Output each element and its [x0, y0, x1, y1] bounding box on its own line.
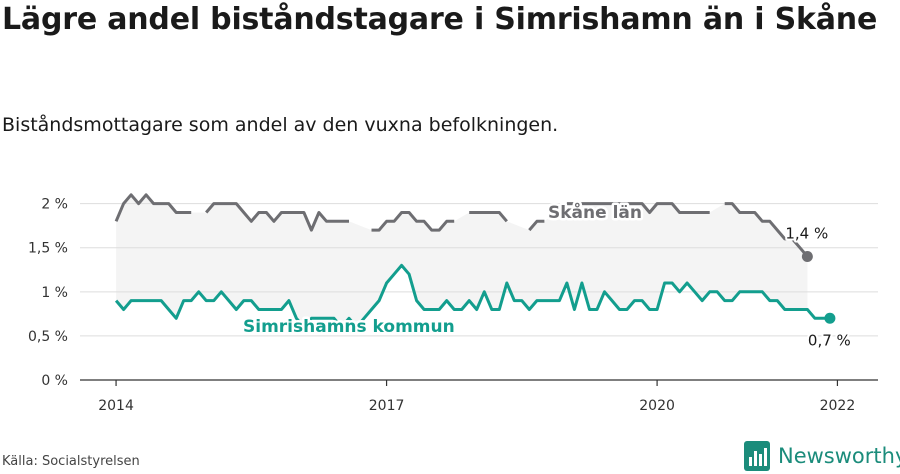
simrishamn-end-label: 0,7 % [808, 331, 851, 349]
skane-end-label: 1,4 % [785, 225, 828, 243]
x-tick-label: 2014 [98, 398, 134, 414]
x-tick-label: 2020 [639, 398, 675, 414]
chart-labels: 0 % 0,5 % 1 % 1,5 % 2 % 2014 2017 2020 2022 Skåne… [28, 197, 855, 414]
simrishamn-series-label: Simrishamns kommun [243, 317, 455, 337]
newsworthy-logo-icon [744, 441, 770, 471]
y-tick-label: 1,5 % [28, 241, 68, 257]
series-lines [114, 193, 836, 329]
x-tick-label: 2022 [820, 398, 856, 414]
y-tick-label: 0 % [41, 373, 68, 389]
skane-series-label: Skåne län [548, 201, 642, 223]
skane-end-label-halo: 1,4 % [785, 225, 828, 243]
brand-name: Newsworthy [778, 444, 900, 468]
simrishamn-end-label-halo: 0,7 % [808, 331, 851, 349]
line-chart: 0 % 0,5 % 1 % 1,5 % 2 % 2014 2017 2020 2022 Skåne… [28, 193, 878, 414]
source-note: Källa: Socialstyrelsen [2, 454, 140, 469]
x-tick-label: 2017 [369, 398, 405, 414]
simrishamn-series-label-halo: Simrishamns kommun [243, 317, 455, 337]
y-tick-label: 2 % [41, 197, 68, 213]
skane-line [114, 193, 809, 258]
simrishamn-end-point [824, 312, 836, 324]
skane-end-point [801, 251, 813, 263]
skane-series-label-halo: Skåne län [548, 201, 642, 223]
brand-logo: Newsworthy [744, 440, 900, 472]
simrishamn-line [114, 263, 830, 329]
gap-band-area [116, 194, 808, 328]
y-tick-label: 1 % [41, 285, 68, 301]
chart-title: Lägre andel biståndstagare i Simrishamn … [2, 2, 878, 37]
chart-subtitle: Biståndsmottagare som andel av den vuxna… [2, 114, 559, 136]
y-tick-label: 0,5 % [28, 329, 68, 345]
gap-band [116, 194, 808, 328]
